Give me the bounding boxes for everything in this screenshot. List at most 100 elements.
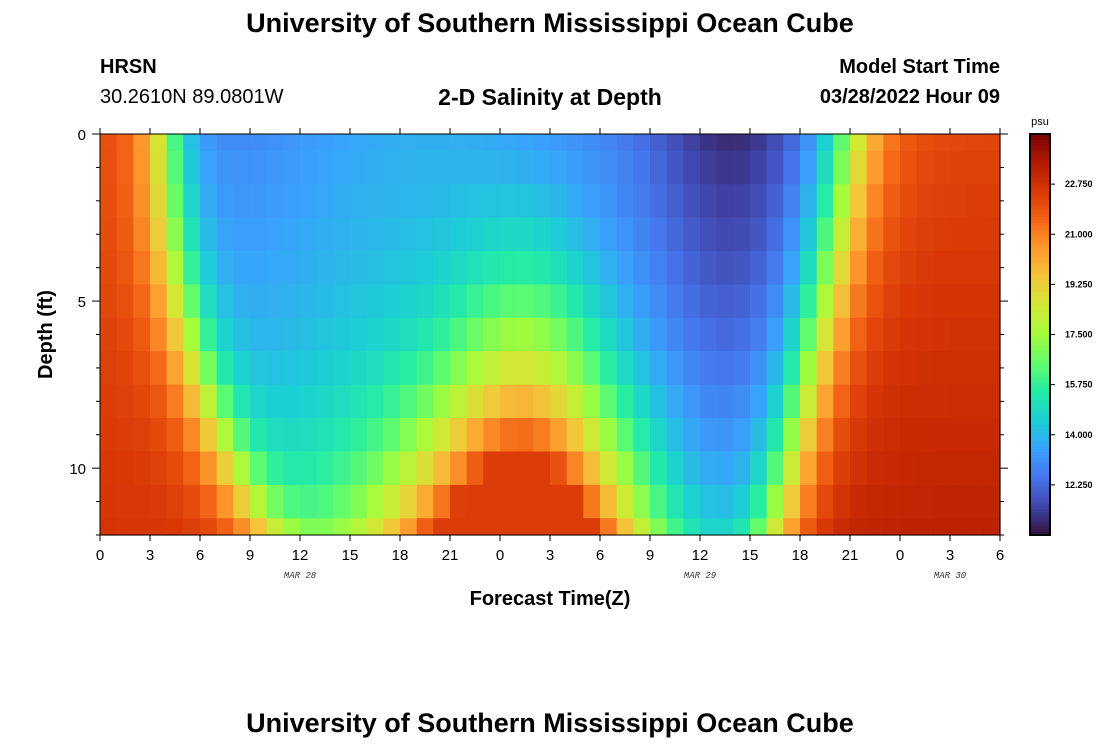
heatmap-cell: [533, 518, 551, 536]
heatmap-cell: [783, 184, 801, 219]
heatmap-cell: [983, 217, 1001, 252]
heatmap-cell: [350, 418, 368, 453]
heatmap-cell: [216, 484, 234, 519]
heatmap-cell: [566, 317, 584, 352]
heatmap-cell: [850, 351, 868, 386]
colorbar-swatch: [1030, 234, 1050, 238]
heatmap-cell: [816, 217, 834, 252]
heatmap-cell: [100, 418, 118, 453]
heatmap-cell: [466, 150, 484, 185]
colorbar-swatch: [1030, 314, 1050, 318]
heatmap-cell: [500, 418, 518, 453]
heatmap-cell: [650, 451, 668, 486]
heatmap-cell: [150, 384, 168, 419]
heatmap-cell: [733, 351, 751, 386]
heatmap-cell: [233, 518, 251, 536]
heatmap-cell: [766, 134, 784, 152]
colorbar-swatch: [1030, 446, 1050, 450]
heatmap-cell: [783, 134, 801, 152]
heatmap-cell: [950, 134, 968, 152]
colorbar-swatch: [1030, 386, 1050, 390]
colorbar-swatch: [1030, 483, 1050, 487]
heatmap-cell: [516, 134, 534, 152]
heatmap-cell: [600, 150, 618, 185]
heatmap-cell: [783, 418, 801, 453]
heatmap-cell: [350, 484, 368, 519]
x-tick-label: 6: [596, 547, 604, 564]
heatmap-cell: [716, 150, 734, 185]
heatmap-cell: [183, 184, 201, 219]
heatmap-cell: [200, 518, 218, 536]
heatmap-cell: [933, 284, 951, 319]
heatmap-cell: [916, 451, 934, 486]
heatmap-cell: [933, 418, 951, 453]
heatmap-cell: [700, 518, 718, 536]
heatmap-cell: [533, 484, 551, 519]
heatmap-cell: [216, 451, 234, 486]
heatmap-cell: [566, 184, 584, 219]
colorbar-swatch: [1030, 208, 1050, 212]
x-tick-label: 0: [96, 547, 104, 564]
colorbar-swatch: [1030, 474, 1050, 479]
heatmap-cell: [916, 484, 934, 519]
heatmap-cell: [533, 451, 551, 486]
heatmap-cell: [400, 284, 418, 319]
heatmap-cell: [916, 184, 934, 219]
heatmap-cell: [516, 250, 534, 285]
heatmap-cell: [100, 134, 118, 152]
colorbar-swatch: [1030, 311, 1050, 316]
heatmap-cell: [583, 451, 601, 486]
heatmap-cell: [716, 518, 734, 536]
heatmap-cell: [716, 484, 734, 519]
heatmap-cell: [266, 150, 284, 185]
heatmap-cell: [916, 217, 934, 252]
heatmap-cell: [550, 150, 568, 185]
heatmap-cell: [666, 284, 684, 319]
heatmap-cell: [600, 184, 618, 219]
heatmap-cell: [850, 150, 868, 185]
heatmap-cell: [333, 451, 351, 486]
heatmap-cell: [216, 518, 234, 536]
heatmap-cell: [700, 150, 718, 185]
heatmap-cell: [516, 484, 534, 519]
colorbar-swatch: [1030, 260, 1050, 264]
heatmap-cell: [816, 184, 834, 219]
heatmap-cell: [716, 284, 734, 319]
heatmap-cell: [216, 184, 234, 219]
heatmap-cell: [733, 384, 751, 419]
heatmap-cell: [666, 184, 684, 219]
heatmap-cell: [433, 418, 451, 453]
heatmap-cell: [466, 184, 484, 219]
colorbar-swatch: [1030, 337, 1050, 341]
heatmap-cell: [800, 484, 818, 519]
colorbar-swatch: [1030, 486, 1050, 490]
colorbar-swatch: [1030, 343, 1050, 347]
heatmap-cell: [683, 384, 701, 419]
heatmap-cell: [633, 351, 651, 386]
colorbar-swatch: [1030, 423, 1050, 427]
heatmap-cell: [366, 150, 384, 185]
plot-title: 2-D Salinity at Depth: [438, 84, 662, 110]
heatmap-cell: [566, 451, 584, 486]
heatmap-cell: [250, 384, 268, 419]
heatmap-cell: [500, 150, 518, 185]
colorbar-swatch: [1030, 380, 1050, 384]
heatmap-cell: [866, 484, 884, 519]
heatmap-cell: [316, 384, 334, 419]
heatmap-cell: [266, 317, 284, 352]
heatmap-cell: [800, 184, 818, 219]
heatmap-cell: [233, 317, 251, 352]
heatmap-cell: [950, 351, 968, 386]
colorbar-swatch: [1030, 371, 1050, 376]
heatmap-cell: [150, 217, 168, 252]
heatmap-cell: [966, 418, 984, 453]
heatmap-cell: [233, 150, 251, 185]
heatmap-cell: [450, 217, 468, 252]
heatmap-cell: [733, 134, 751, 152]
heatmap-cell: [116, 284, 134, 319]
heatmap-cell: [950, 217, 968, 252]
heatmap-cell: [833, 250, 851, 285]
heatmap-cell: [366, 284, 384, 319]
heatmap-cell: [916, 150, 934, 185]
heatmap-cell: [333, 418, 351, 453]
